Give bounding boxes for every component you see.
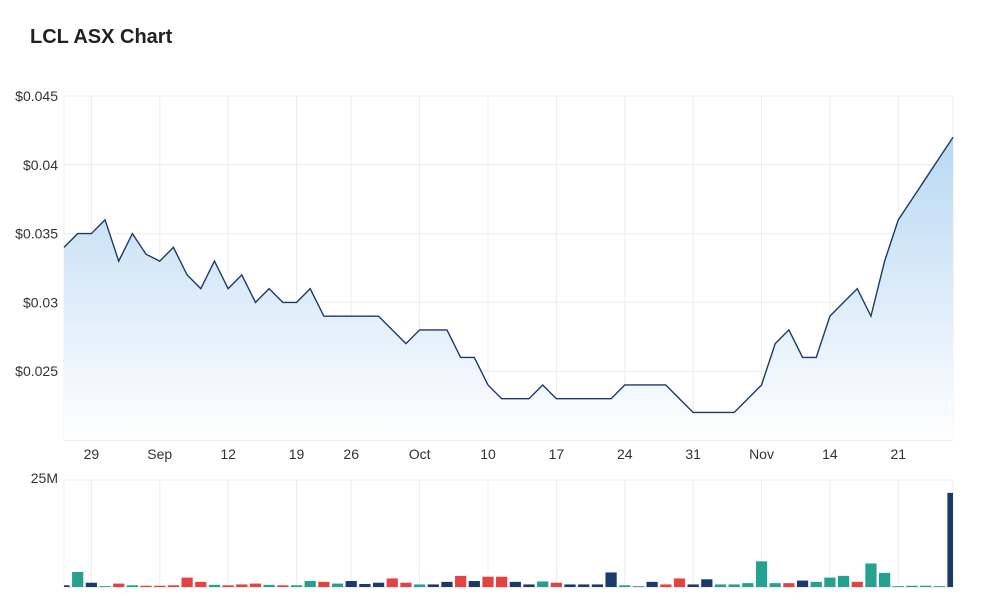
price-line [63,136,954,414]
volume-bar [263,584,275,587]
volume-bar [427,584,439,587]
volume-bar [85,582,97,587]
volume-bar [468,581,480,587]
volume-bar [290,585,303,587]
volume-bar [72,572,84,587]
volume-bar [113,583,125,587]
x-tick-label: 12 [220,446,236,462]
x-tick-label: 17 [549,446,565,462]
volume-bar [154,585,166,587]
volume-bar [195,581,207,587]
volume-bar [509,581,521,587]
price-y-tick-label: $0.035 [15,226,58,242]
volume-bars [64,492,953,587]
volume-bar [701,579,713,587]
volume-bar [605,572,617,587]
x-axis: 29 Sep 12 19 26 Oct 10 17 24 31 Nov 14 21 [84,446,907,462]
volume-bar [372,582,385,587]
volume-bar [783,583,795,587]
volume-bar [413,584,426,587]
volume-bar [236,584,248,587]
price-y-tick-label: $0.04 [23,157,58,173]
volume-bar [331,583,344,587]
volume-bar [933,586,945,587]
volume-bar [64,585,70,587]
volume-bar [892,586,904,587]
x-tick-label: Oct [409,446,431,462]
volume-y-axis: 25M [31,470,58,486]
price-area [64,137,953,440]
volume-bar [359,584,371,587]
volume-bar [140,585,152,587]
volume-bar [386,578,398,587]
x-tick-label: 29 [84,446,100,462]
x-tick-label: 24 [617,446,633,462]
volume-bar [660,584,672,587]
price-y-axis: $0.025 $0.03 $0.035 $0.04 $0.045 [15,88,58,379]
volume-bar [249,583,262,587]
volume-bar [728,584,740,587]
volume-bar [126,585,138,587]
volume-bar [742,583,754,587]
volume-bar [947,492,953,587]
volume-bar [920,585,932,587]
price-y-tick-label: $0.025 [15,363,58,379]
x-tick-label: Nov [749,446,774,462]
volume-bar [181,577,193,587]
volume-bar [769,583,781,587]
volume-bar [906,585,918,587]
volume-bar [796,580,809,587]
volume-bar [879,572,891,587]
volume-bar [304,581,316,587]
price-y-tick-label: $0.045 [15,88,58,104]
volume-bar [619,585,631,587]
volume-bar [99,586,111,587]
volume-bar [714,584,727,587]
volume-bar [632,586,645,587]
x-tick-label: 19 [289,446,305,462]
x-tick-label: 26 [343,446,359,462]
volume-bar [755,561,768,587]
volume-bar [673,578,686,587]
chart-title: LCL ASX Chart [30,26,173,48]
price-y-tick-label: $0.03 [23,294,58,310]
volume-bar [482,576,494,587]
volume-bar [537,581,549,587]
volume-bar [578,584,590,587]
volume-bar [851,581,863,587]
volume-bar [222,585,234,587]
volume-y-tick-label: 25M [31,470,58,486]
x-tick-label: Sep [147,446,172,462]
x-tick-label: 31 [685,446,701,462]
volume-bar [345,581,357,587]
volume-bar [455,575,467,587]
volume-bar [318,581,330,587]
volume-bar [865,563,877,587]
x-tick-label: 10 [480,446,496,462]
volume-bar [591,584,604,587]
volume-bar [564,584,576,587]
volume-bar [400,582,412,587]
volume-bar [810,581,822,587]
x-tick-label: 21 [891,446,907,462]
volume-bar [496,576,508,587]
volume-bar [824,577,836,587]
volume-bar [441,581,453,587]
volume-bar [277,585,289,587]
volume-bar [167,585,180,587]
volume-bar [837,575,850,587]
volume-bar [523,584,535,587]
volume-bar [550,582,562,587]
volume-grid [63,479,954,588]
volume-bar [208,584,221,587]
volume-bar [687,584,699,587]
x-tick-label: 14 [822,446,838,462]
volume-bar [646,581,658,587]
